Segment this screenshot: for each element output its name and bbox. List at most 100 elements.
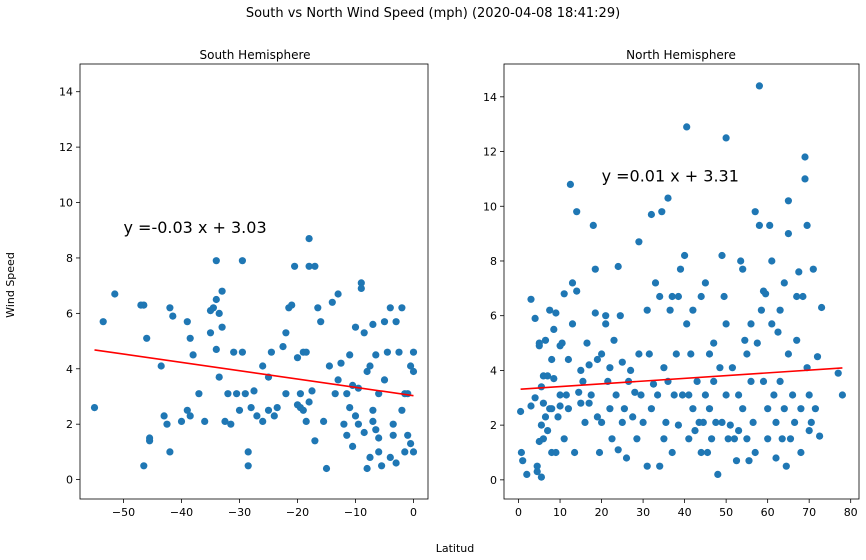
- south-data-point: [369, 417, 377, 425]
- north-data-point: [693, 377, 701, 385]
- north-data-point: [654, 391, 662, 399]
- north-data-point: [622, 454, 631, 462]
- north-y-tick-label: 14: [483, 91, 497, 104]
- north-x-tick-label: 70: [802, 506, 816, 519]
- south-data-point: [389, 431, 397, 439]
- north-data-point: [678, 391, 687, 399]
- south-data-point: [375, 390, 383, 398]
- south-data-point: [270, 412, 278, 420]
- south-data-point: [186, 334, 194, 342]
- south-data-point: [349, 442, 357, 450]
- north-data-point: [818, 303, 826, 312]
- south-data-point: [238, 257, 246, 265]
- north-data-point: [708, 435, 716, 443]
- south-data-point: [334, 290, 342, 298]
- south-data-point: [238, 348, 246, 356]
- north-data-point: [544, 372, 552, 380]
- north-data-point: [718, 418, 726, 426]
- north-data-point: [803, 221, 811, 229]
- north-data-point: [568, 279, 577, 287]
- north-x-tick-label: 20: [595, 506, 609, 519]
- north-data-point: [687, 350, 695, 358]
- north-data-point: [797, 405, 805, 413]
- south-data-point: [299, 406, 307, 414]
- north-x-tick-label: 80: [844, 506, 858, 519]
- north-data-point: [595, 448, 604, 457]
- north-data-point: [573, 208, 581, 216]
- north-data-point: [614, 446, 622, 454]
- north-data-point: [805, 427, 813, 435]
- north-data-point: [722, 391, 730, 399]
- south-x-tick-label: −10: [344, 506, 367, 519]
- south-x-tick-label: −20: [286, 506, 309, 519]
- north-data-point: [552, 448, 560, 457]
- south-x-ticks: −50 −40 −30 −20 −10 0: [112, 499, 417, 519]
- south-data-point: [357, 284, 365, 292]
- south-data-point: [360, 428, 368, 437]
- south-data-point: [302, 417, 310, 425]
- north-data-point: [560, 435, 568, 443]
- south-data-point: [363, 464, 371, 473]
- south-data-point: [354, 420, 362, 428]
- north-data-point: [517, 407, 525, 416]
- north-data-point: [816, 432, 824, 440]
- south-data-point: [244, 448, 252, 456]
- north-data-point: [683, 123, 691, 131]
- north-data-point: [587, 391, 595, 399]
- south-data-point: [375, 448, 383, 456]
- south-data-point: [378, 462, 386, 470]
- south-hemisphere-panel: South Hemisphere y =-0.03 x + 3.03 −50 −4…: [59, 48, 429, 519]
- south-data-point: [157, 362, 165, 370]
- north-data-point: [633, 435, 641, 443]
- south-data-point: [302, 348, 310, 356]
- south-data-point: [392, 318, 400, 326]
- north-data-point: [564, 355, 573, 364]
- north-data-point: [720, 292, 728, 301]
- north-data-point: [697, 448, 705, 457]
- north-data-point: [776, 377, 784, 385]
- north-data-point: [764, 405, 772, 413]
- north-data-point: [552, 309, 560, 317]
- north-data-point: [778, 435, 786, 443]
- north-data-point: [691, 427, 699, 435]
- north-data-point: [735, 391, 743, 399]
- north-data-point: [637, 391, 645, 399]
- figure-suptitle: South vs North Wind Speed (mph) (2020-04…: [246, 6, 620, 21]
- south-points-layer: [90, 235, 418, 473]
- north-data-point: [668, 448, 676, 457]
- north-data-point: [703, 448, 712, 457]
- north-data-point: [681, 251, 689, 260]
- north-data-point: [577, 399, 585, 407]
- south-data-point: [357, 279, 365, 287]
- north-data-point: [766, 221, 774, 229]
- north-data-point: [571, 448, 579, 457]
- north-data-point: [627, 366, 635, 374]
- south-data-point: [305, 235, 313, 243]
- north-data-point: [797, 448, 805, 457]
- x-axis-label: Latitud: [436, 542, 475, 555]
- south-data-point: [247, 404, 255, 412]
- north-data-point: [519, 457, 527, 465]
- north-y-tick-label: 4: [490, 364, 497, 377]
- north-data-point: [544, 427, 552, 435]
- north-data-point: [610, 336, 618, 344]
- north-data-point: [757, 306, 766, 314]
- south-data-point: [409, 348, 418, 356]
- north-data-point: [749, 418, 757, 426]
- south-data-point: [346, 404, 354, 412]
- north-data-point: [614, 262, 622, 271]
- south-panel-title: South Hemisphere: [199, 48, 310, 62]
- north-data-point: [531, 394, 539, 402]
- south-data-point: [99, 318, 107, 326]
- south-axes-frame: [79, 63, 429, 500]
- north-data-point: [784, 197, 793, 205]
- north-data-point: [672, 350, 680, 358]
- north-y-tick-label: 2: [490, 419, 497, 432]
- north-data-point: [635, 238, 643, 246]
- north-data-point: [598, 418, 606, 426]
- south-data-point: [189, 351, 197, 359]
- north-x-tick-label: 30: [636, 506, 650, 519]
- north-data-point: [539, 435, 548, 443]
- south-data-point: [221, 417, 229, 425]
